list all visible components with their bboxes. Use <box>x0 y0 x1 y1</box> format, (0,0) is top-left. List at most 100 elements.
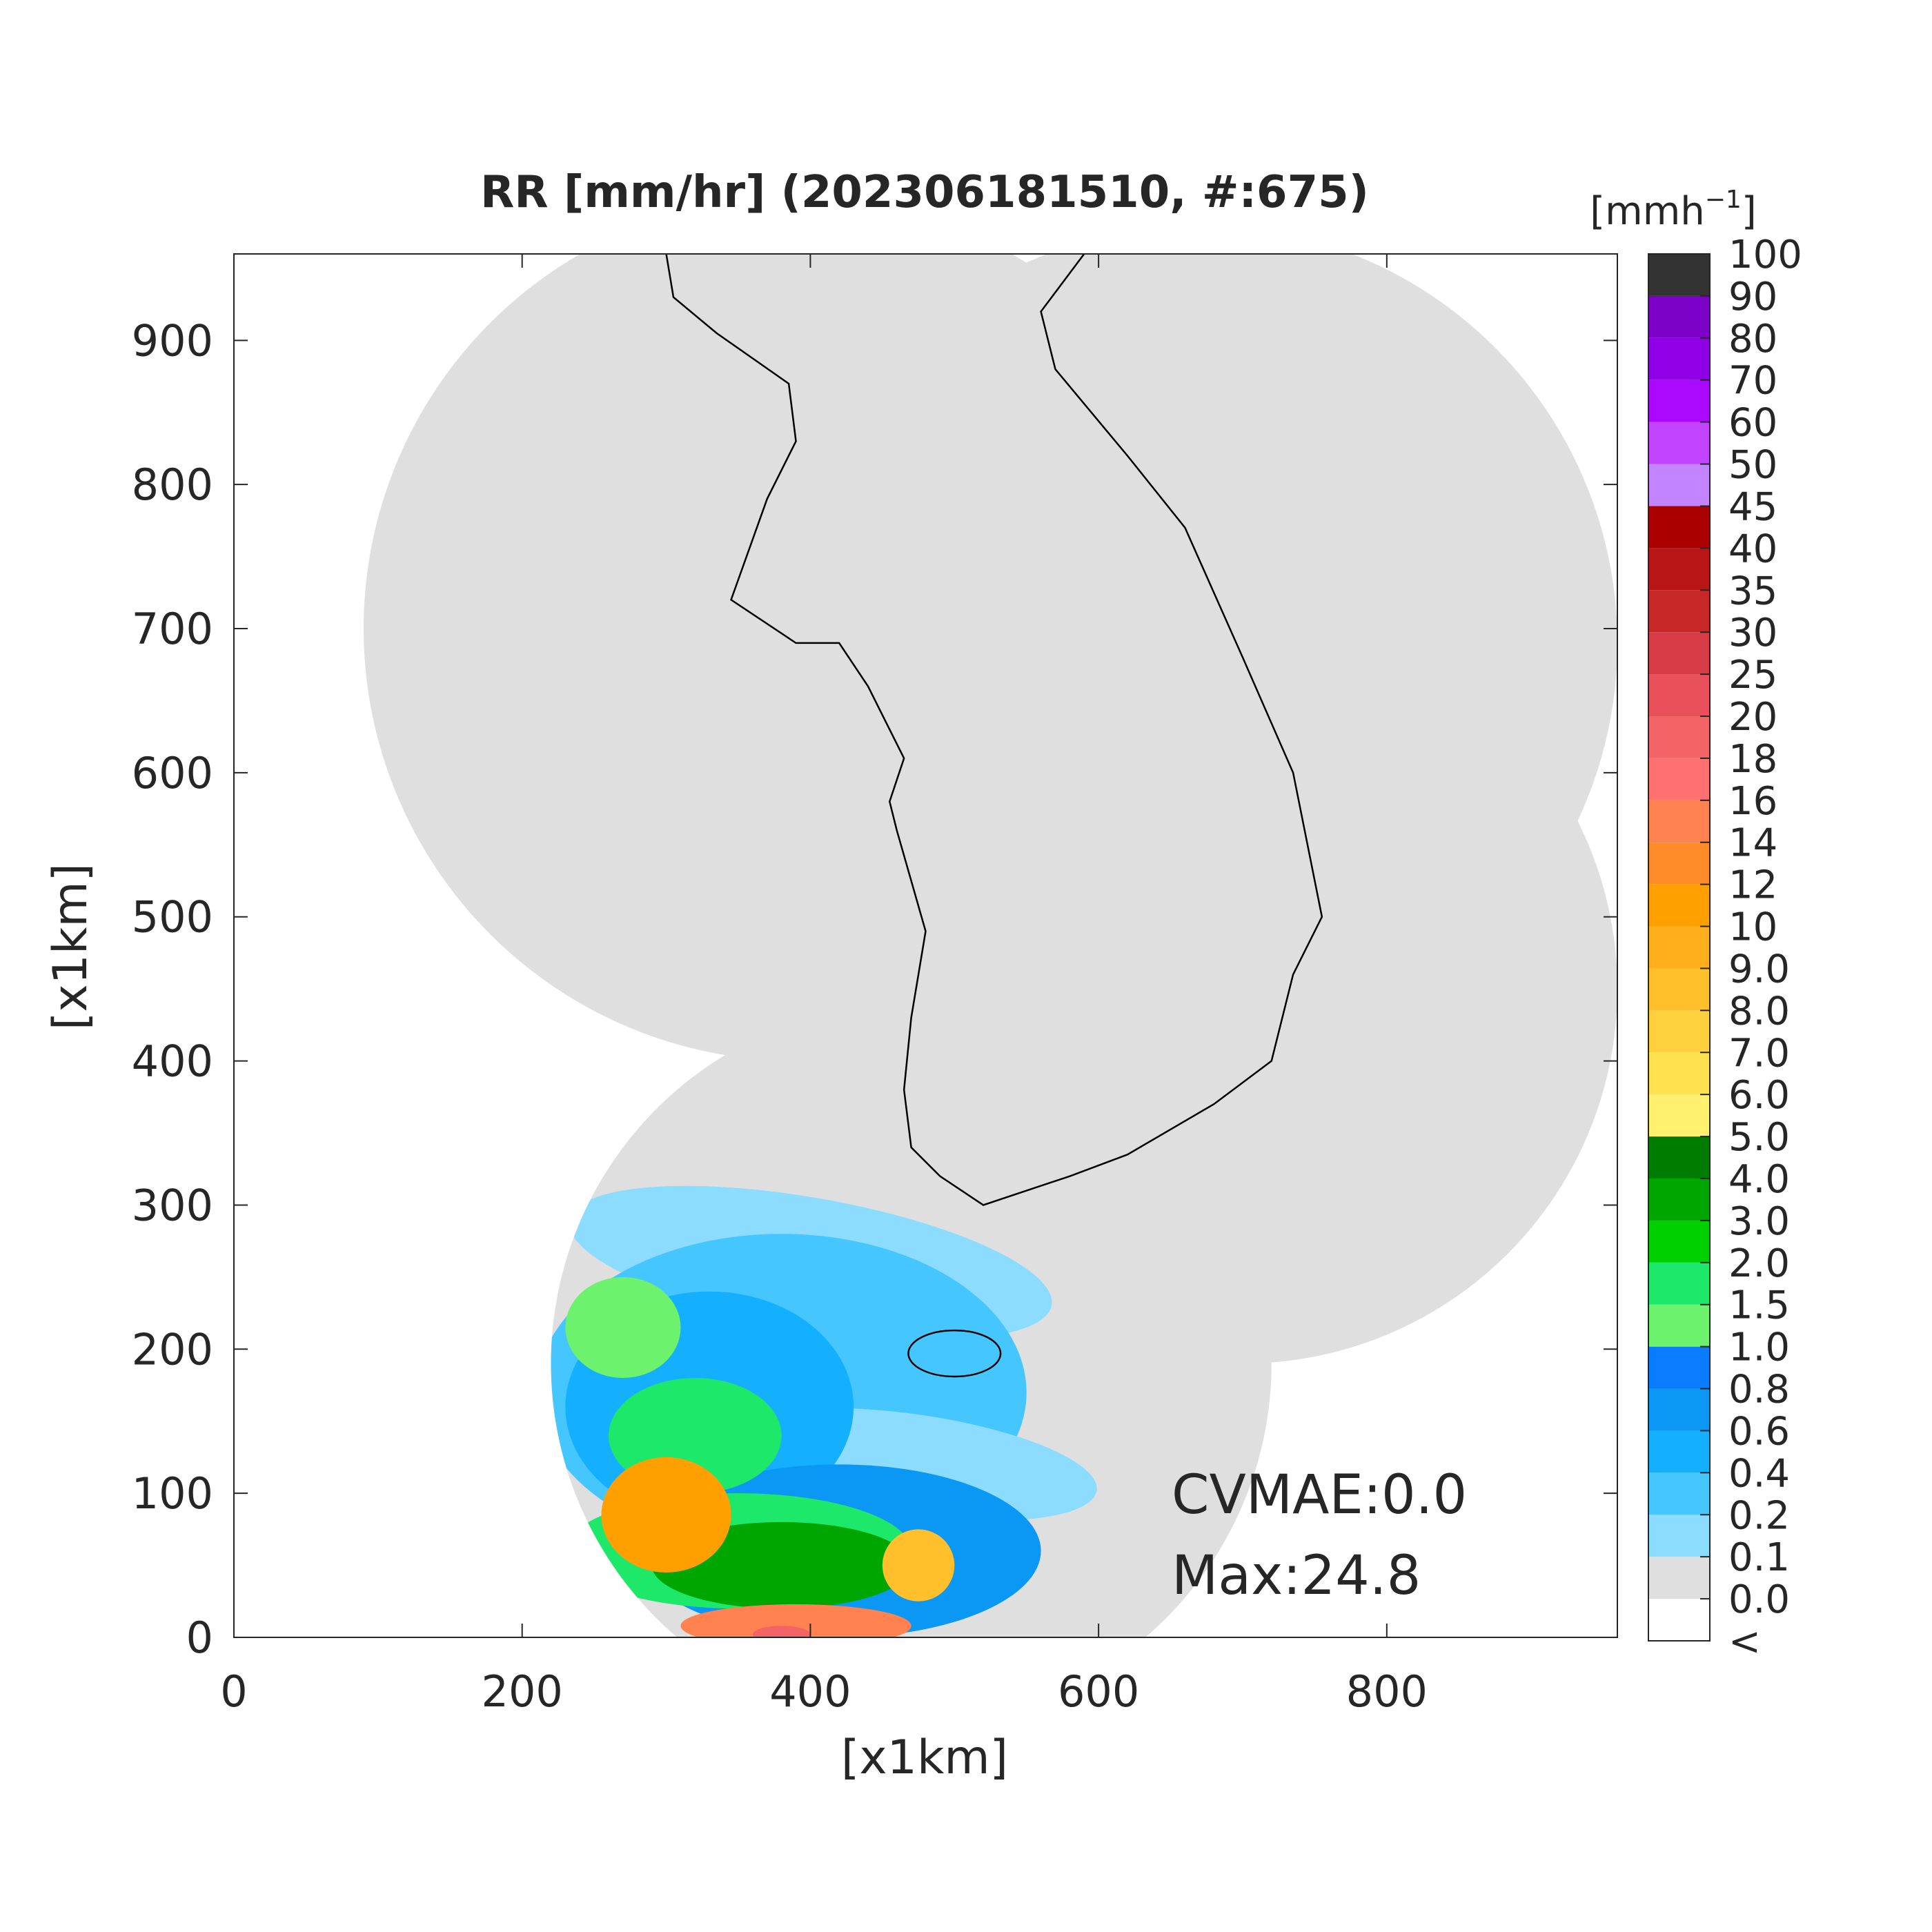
colorbar-segment <box>1648 590 1710 633</box>
y-tick-label: 900 <box>132 315 213 366</box>
colorbar-tick-label: 0.6 <box>1728 1409 1790 1454</box>
precip-patch <box>680 1604 911 1637</box>
colorbar-segment <box>1648 1472 1710 1515</box>
colorbar-tick-label: 10 <box>1728 905 1777 950</box>
colorbar-tick-label: 16 <box>1728 779 1777 824</box>
colorbar-tick-label: 0.8 <box>1728 1368 1790 1412</box>
x-tick-label: 800 <box>1346 1666 1428 1717</box>
colorbar-segment <box>1648 968 1710 1011</box>
colorbar-tick-label: 100 <box>1728 233 1802 277</box>
colorbar-segment <box>1648 758 1710 800</box>
y-tick-label: 600 <box>132 748 213 798</box>
colorbar-segment <box>1648 379 1710 422</box>
colorbar-segment <box>1648 506 1710 549</box>
colorbar-segment <box>1648 295 1710 338</box>
colorbar-segment <box>1648 464 1710 506</box>
colorbar-label-close: ] <box>1742 189 1757 234</box>
colorbar-segment <box>1648 926 1710 969</box>
coastline <box>665 254 1323 1206</box>
colorbar-segment <box>1648 1136 1710 1179</box>
y-tick-label: 100 <box>132 1468 213 1519</box>
x-axis-label: [x1km] <box>841 1731 1008 1785</box>
jeju-island <box>907 1329 1002 1378</box>
colorbar-segment <box>1648 1094 1710 1137</box>
colorbar-segment <box>1648 842 1710 885</box>
x-tick-label: 0 <box>220 1666 247 1717</box>
x-tick-label: 400 <box>769 1666 851 1717</box>
y-axis-label: [x1km] <box>43 863 98 1030</box>
colorbar-tick-label: 0.4 <box>1728 1451 1790 1496</box>
colorbar-tick-label: 90 <box>1728 275 1777 319</box>
colorbar-segment <box>1648 716 1710 758</box>
colorbar-segment <box>1648 1052 1710 1095</box>
colorbar-tick-label: 14 <box>1728 821 1777 866</box>
annotation: Max:24.8 <box>1172 1545 1421 1607</box>
colorbar-segment <box>1648 1346 1710 1389</box>
colorbar-label-base: [mmh <box>1590 189 1704 234</box>
colorbar-segment <box>1648 674 1710 716</box>
y-tick-label: 700 <box>132 604 213 654</box>
y-tick-label: 300 <box>132 1180 213 1230</box>
colorbar-segment <box>1648 1179 1710 1221</box>
colorbar-tick-label: 7.0 <box>1728 1031 1790 1076</box>
colorbar-tick-label: 50 <box>1728 443 1777 488</box>
radar-coverage <box>867 614 1617 1364</box>
colorbar-segment <box>1648 884 1710 927</box>
colorbar-tick-label: 30 <box>1728 611 1777 656</box>
y-tick-label: 800 <box>132 460 213 510</box>
colorbar-segment <box>1648 1220 1710 1263</box>
colorbar-label-exponent: −1 <box>1705 186 1742 214</box>
y-tick-label: 400 <box>132 1036 213 1087</box>
colorbar-tick-label: 2.0 <box>1728 1241 1790 1286</box>
chart-title: RR [mm/hr] (202306181510, #:675) <box>480 167 1369 218</box>
colorbar-tick-label: 40 <box>1728 526 1777 571</box>
colorbar-tick-label: 60 <box>1728 401 1777 446</box>
precip-area <box>551 1185 1097 1637</box>
colorbar-segment <box>1648 337 1710 380</box>
colorbar-tick-label: 9.0 <box>1728 947 1790 992</box>
x-tick-label: 600 <box>1058 1666 1139 1717</box>
precip-patches <box>551 1185 1097 1637</box>
colorbar-tick-label: 1.0 <box>1728 1325 1790 1370</box>
colorbar-tick-label: 1.5 <box>1728 1283 1790 1328</box>
colorbar-box <box>1648 253 1711 1642</box>
colorbar-segment <box>1648 254 1710 296</box>
precip-patch <box>565 1276 681 1379</box>
colorbar-segment <box>1648 1388 1710 1431</box>
colorbar-segment <box>1648 632 1710 675</box>
colorbar-tick-label: 0.2 <box>1728 1493 1790 1538</box>
colorbar-segment <box>1648 1557 1710 1599</box>
colorbar-under-label: < <box>1728 1619 1761 1664</box>
colorbar-tick-label: 6.0 <box>1728 1073 1790 1118</box>
map-layers <box>364 254 1617 1637</box>
colorbar-segment <box>1648 548 1710 591</box>
colorbar-segment <box>1648 1515 1710 1557</box>
annotation: CVMAE:0.0 <box>1172 1464 1467 1526</box>
colorbar-tick-label: 3.0 <box>1728 1199 1790 1244</box>
colorbar-segment <box>1648 800 1710 842</box>
colorbar-tick-label: 8.0 <box>1728 989 1790 1034</box>
precip-patch <box>601 1457 731 1573</box>
y-tick-label: 200 <box>132 1324 213 1374</box>
colorbar-tick-label: 25 <box>1728 653 1777 698</box>
colorbar-segment <box>1648 1430 1710 1473</box>
axes-box <box>233 253 1618 1638</box>
x-tick-label: 200 <box>482 1666 563 1717</box>
y-tick-label: 0 <box>186 1613 213 1663</box>
colorbar-segment <box>1648 422 1710 464</box>
colorbar-tick-label: 18 <box>1728 737 1777 782</box>
colorbar-tick-label: 80 <box>1728 317 1777 362</box>
colorbar-tick-label: 12 <box>1728 863 1777 908</box>
colorbar-tick-label: 45 <box>1728 484 1777 529</box>
colorbar-tick-label: 20 <box>1728 695 1777 740</box>
precip-patch <box>882 1529 955 1601</box>
colorbar-segment <box>1648 1599 1710 1641</box>
colorbar-tick-label: 5.0 <box>1728 1115 1790 1160</box>
colorbar-segment <box>1648 1010 1710 1053</box>
precip-patch <box>752 1626 811 1637</box>
y-tick-label: 500 <box>132 892 213 943</box>
colorbar-tick-label: 35 <box>1728 569 1777 613</box>
colorbar-segment <box>1648 1304 1710 1347</box>
colorbar-tick-label: 0.1 <box>1728 1535 1790 1580</box>
